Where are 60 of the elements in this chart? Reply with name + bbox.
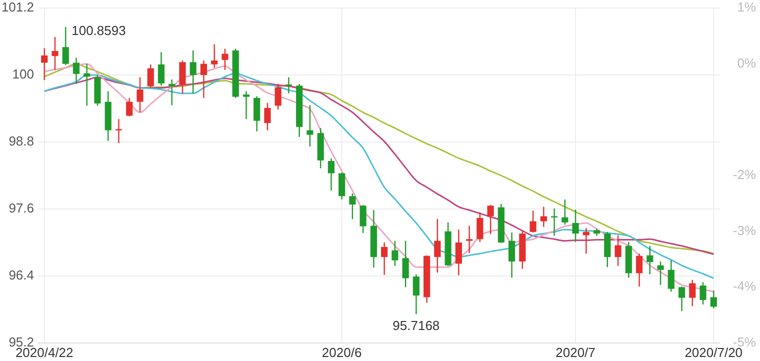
x-tick-label: 2020/7 [556, 345, 596, 360]
candlestick [147, 64, 154, 88]
candlestick [562, 198, 568, 226]
candlestick [572, 208, 579, 243]
candlestick [254, 96, 260, 132]
candlestick [115, 118, 122, 144]
candlestick [360, 204, 366, 234]
candlestick [211, 44, 218, 68]
candlestick [700, 282, 706, 306]
candlestick [455, 229, 462, 276]
candlestick [604, 231, 611, 268]
candlestick [349, 192, 356, 220]
candlestick [636, 253, 643, 288]
candlestick [41, 48, 48, 81]
y2-tick-label: 1% [737, 0, 756, 14]
candlestick [158, 52, 165, 86]
y-tick-label: 96.4 [8, 267, 34, 282]
y2-tick-label: -2% [732, 166, 756, 182]
candlestick [126, 97, 133, 117]
candlestick [328, 158, 334, 192]
candlestick [200, 60, 208, 98]
candlestick [392, 240, 398, 267]
candlestick [62, 26, 69, 66]
x-tick-label: 2020/6 [322, 345, 362, 360]
y-tick-label: 100 [12, 66, 34, 82]
candlestick [412, 274, 420, 315]
candlestick [264, 102, 271, 131]
candlestick [614, 234, 622, 267]
candlestick [179, 60, 186, 94]
candlestick [338, 172, 346, 200]
y-tick-label: 98.8 [8, 133, 34, 148]
annotation: 100.8593 [72, 23, 126, 38]
y2-tick-label: 0% [737, 55, 756, 70]
candlestick [72, 57, 80, 85]
candlestick [402, 240, 409, 288]
candlestick [657, 260, 664, 286]
candlestick [434, 218, 441, 274]
candlestick [487, 204, 494, 235]
candlestick [530, 210, 536, 234]
candlestick [466, 225, 473, 254]
candlestick [710, 290, 717, 309]
candlestick [476, 212, 484, 243]
candlestick [646, 245, 654, 275]
y2-tick-label: -4% [732, 278, 756, 294]
candlestick [540, 206, 547, 228]
candlestick [678, 286, 686, 312]
annotation: 95.7168 [392, 318, 440, 334]
candlestick [136, 76, 144, 114]
candlestick [668, 260, 674, 292]
candlestick [689, 279, 696, 307]
candlestick [274, 83, 282, 110]
candlestick [381, 242, 388, 276]
candlestick [242, 90, 250, 120]
y-tick-label: 97.6 [8, 200, 34, 216]
y2-tick-label: -3% [732, 222, 756, 238]
candlestick [222, 48, 228, 71]
y-tick-label: 101.2 [1, 0, 34, 14]
candlestick [190, 50, 196, 94]
candlestick [52, 36, 58, 71]
candlestick [508, 232, 516, 278]
